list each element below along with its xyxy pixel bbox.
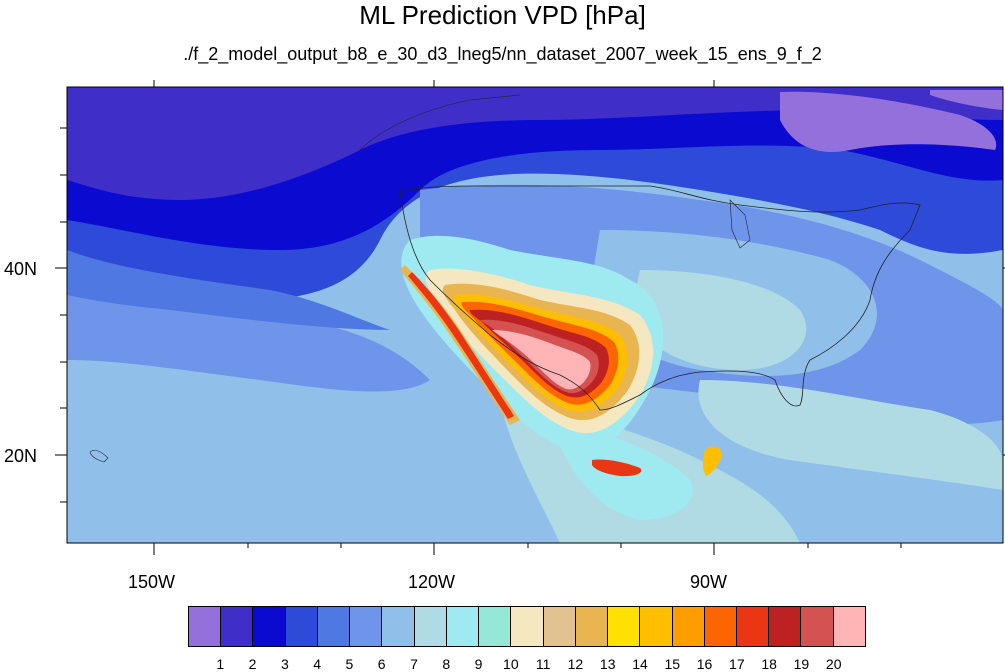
field-yucatan-hotspot [702, 446, 722, 476]
colorbar-label: 8 [442, 656, 451, 672]
field-pacific-band2 [67, 250, 390, 330]
lon-label-150w: 150W [128, 572, 176, 592]
lat-label-40n: 40N [4, 259, 38, 279]
colorbar-swatch [704, 607, 737, 646]
hawaii-outline [89, 450, 109, 463]
lat-label-20n: 20N [4, 446, 38, 466]
colorbar-swatch [608, 607, 641, 646]
colorbar-label: 11 [535, 656, 551, 672]
colorbar-label: 20 [825, 656, 842, 672]
colorbar-swatch [350, 607, 383, 646]
colorbar-label: 12 [567, 656, 584, 672]
colorbar-swatch [446, 607, 480, 646]
colorbar-swatch [575, 607, 609, 646]
canada-coast [359, 94, 521, 151]
colorbar-swatch [833, 607, 865, 646]
colorbar-swatch [511, 607, 544, 646]
colorbar-label: 9 [474, 656, 483, 672]
field-ca-hotspot [592, 459, 642, 477]
map-subtitle: ./f_2_model_output_b8_e_30_d3_lneg5/nn_d… [183, 44, 822, 64]
colorbar-label: 15 [664, 656, 681, 672]
colorbar [188, 606, 866, 647]
colorbar-swatch [479, 607, 512, 646]
colorbar-label: 13 [599, 656, 616, 672]
colorbar-swatch [769, 607, 802, 646]
colorbar-swatch [672, 607, 705, 646]
field-hudson-purple [780, 91, 997, 152]
colorbar-label: 7 [410, 656, 418, 672]
colorbar-label: 17 [729, 656, 745, 672]
colorbar-swatch [414, 607, 447, 646]
great-lakes [729, 199, 751, 249]
colorbar-swatch [317, 607, 351, 646]
colorbar-label: 5 [345, 656, 354, 672]
field-conus-lighter [630, 270, 807, 370]
field-sw-pink [492, 330, 591, 390]
colorbar-swatch [221, 607, 254, 646]
field-baja-red [408, 272, 514, 419]
colorbar-label: 18 [761, 656, 777, 672]
colorbar-label: 2 [248, 656, 257, 672]
field-pacific-band [67, 290, 430, 392]
colorbar-swatch [801, 607, 834, 646]
field-north-purple [67, 87, 1003, 200]
conus-outline [399, 185, 921, 411]
field-gulf-light [698, 380, 1003, 490]
colorbar-label: 6 [377, 656, 386, 672]
colorbar-label: 10 [503, 656, 519, 672]
colorbar-label: 16 [696, 656, 713, 672]
lat-ticks [55, 127, 1005, 503]
colorbar-swatch [382, 607, 415, 646]
lon-label-120w: 120W [408, 572, 456, 592]
colorbar-swatch [253, 607, 286, 646]
colorbar-label: 3 [280, 656, 289, 672]
colorbar-label: 4 [313, 656, 322, 672]
colorbar-swatch [543, 607, 576, 646]
colorbar-swatch [640, 607, 673, 646]
lon-label-90w: 90W [690, 572, 728, 592]
map-title: ML Prediction VPD [hPa] [359, 0, 646, 30]
colorbar-swatch [189, 607, 222, 646]
vpd-map [55, 80, 1005, 555]
lon-ticks [153, 80, 902, 555]
colorbar-swatch [736, 607, 770, 646]
colorbar-swatch [285, 607, 318, 646]
colorbar-label: 1 [216, 656, 225, 672]
field-ne-purple [930, 90, 1003, 110]
colorbar-label: 14 [632, 656, 648, 672]
colorbar-label: 19 [793, 656, 810, 672]
